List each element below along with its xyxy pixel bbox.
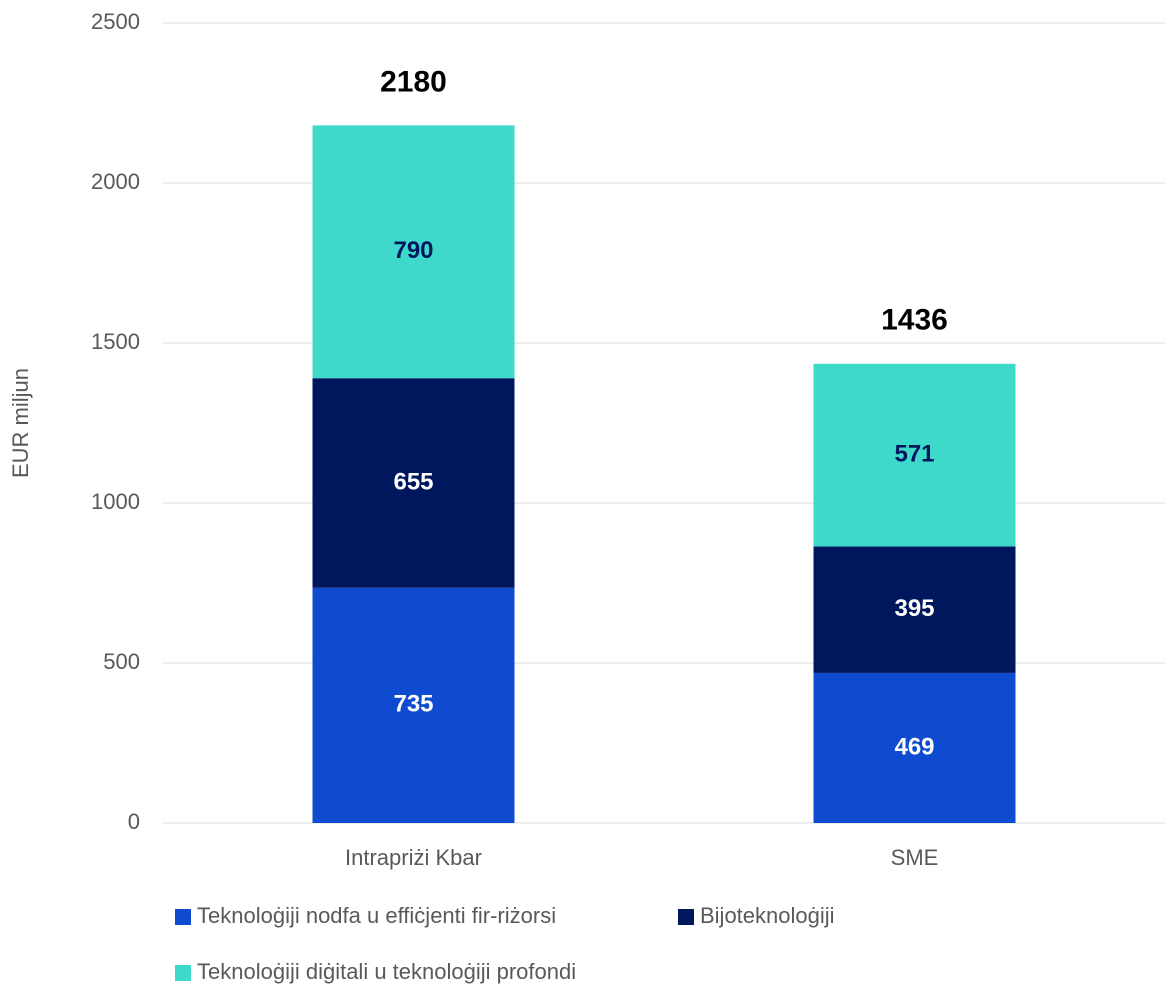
x-tick-label: SME <box>891 845 939 870</box>
bar-segment <box>813 672 1016 823</box>
legend-label: Teknoloġiji nodfa u effiċjenti fir-riżor… <box>197 903 556 928</box>
y-tick-label: 2000 <box>91 169 140 194</box>
data-label: 395 <box>894 595 934 622</box>
total-label: 1436 <box>881 303 948 336</box>
x-tick-label: Intrapriżi Kbar <box>345 845 482 870</box>
y-tick-label: 0 <box>128 809 140 834</box>
legend-swatch <box>678 909 694 925</box>
data-label: 735 <box>393 691 433 718</box>
bar-segment <box>813 546 1016 673</box>
bar-segment <box>813 363 1016 547</box>
legend-label: Bijoteknoloġiji <box>700 903 835 928</box>
bar-segment <box>312 378 515 588</box>
y-tick-label: 1000 <box>91 489 140 514</box>
data-label: 571 <box>894 441 934 468</box>
legend-swatch <box>175 909 191 925</box>
legend-label: Teknoloġiji diġitali u teknoloġiji profo… <box>197 959 576 984</box>
y-axis-label: EUR miljun <box>8 368 33 478</box>
data-label: 655 <box>393 468 433 495</box>
legend-swatch <box>175 965 191 981</box>
y-tick-label: 500 <box>103 649 140 674</box>
total-label: 2180 <box>380 65 447 98</box>
y-tick-label: 2500 <box>91 9 140 34</box>
bar-segment <box>312 587 515 823</box>
bar-segment <box>312 125 515 379</box>
data-label: 790 <box>393 237 433 264</box>
y-tick-label: 1500 <box>91 329 140 354</box>
data-label: 469 <box>894 733 934 760</box>
